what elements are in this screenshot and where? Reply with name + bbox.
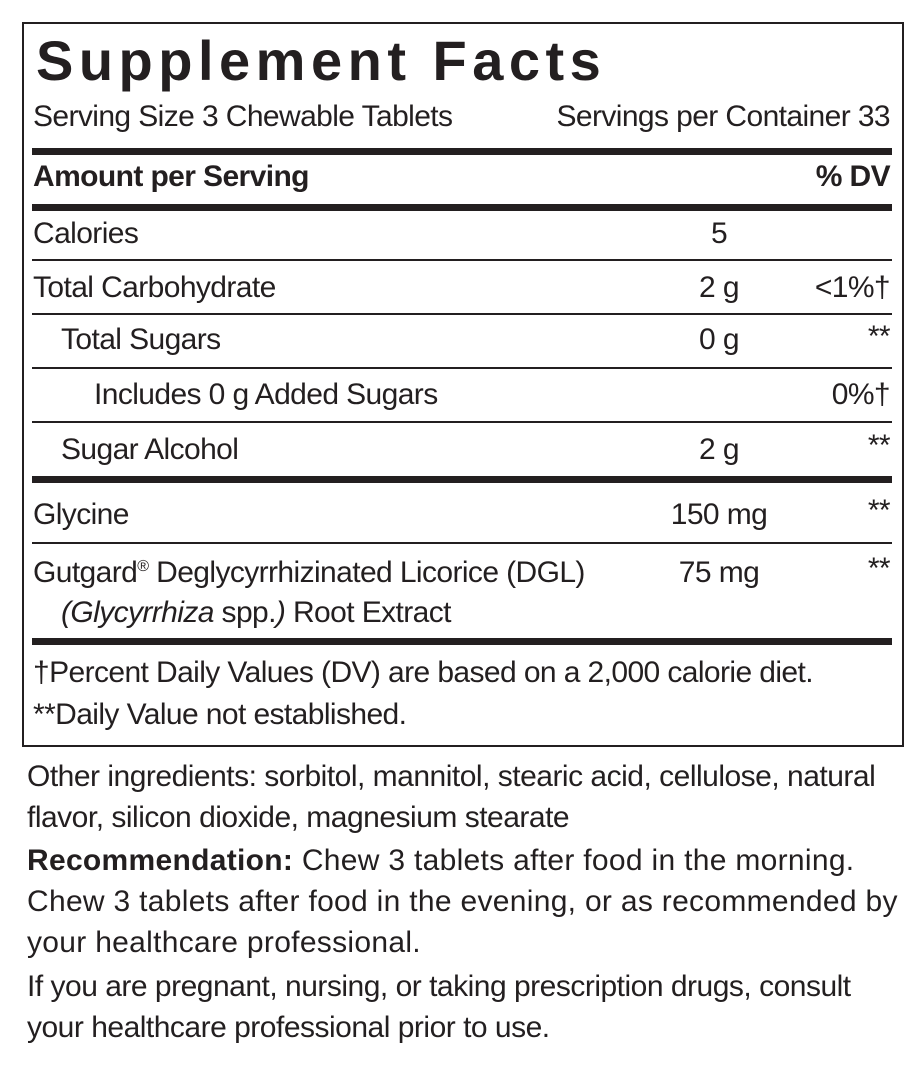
name: Gutgard — [33, 556, 138, 589]
recommendation-text: Chew 3 tablets after food in the morning… — [27, 844, 898, 959]
serving-size: Serving Size 3 Chewable Tablets — [33, 100, 453, 133]
source-part: (Glycyrrhiza — [61, 596, 214, 629]
row-dv: <1%† — [814, 271, 891, 304]
rule — [32, 313, 892, 315]
source-part: spp. — [213, 596, 277, 629]
row-name: Glycine — [33, 498, 129, 531]
servings-per-container: Servings per Container 33 — [556, 100, 890, 133]
source-part: Root Extract — [285, 596, 451, 629]
row-name: Total Sugars — [61, 323, 221, 356]
row-amount: 150 mg — [670, 498, 768, 531]
title: Supplement Facts — [36, 29, 607, 92]
source-part: ) — [275, 596, 286, 629]
registered-mark: ® — [137, 558, 149, 575]
row-dv: ** — [867, 552, 891, 585]
rule — [32, 542, 892, 544]
row-amount: 2 g — [699, 271, 740, 304]
rule — [32, 367, 892, 369]
facts-panel: Supplement Facts Serving Size 3 Chewable… — [22, 22, 904, 747]
footnote: **Daily Value not established. — [33, 698, 407, 731]
footnote: †Percent Daily Values (DV) are based on … — [33, 656, 814, 689]
row-amount: 2 g — [699, 433, 740, 466]
row-dv: ** — [867, 429, 891, 462]
warning: If you are pregnant, nursing, or taking … — [27, 970, 851, 1044]
row-amount: 0 g — [699, 323, 740, 356]
row-amount: 75 mg — [678, 556, 760, 589]
row-name: Gutgard® Deglycyrrhizinated Licorice (DG… — [33, 556, 585, 590]
name-rest: Deglycyrrhizinated Licorice (DGL) — [148, 556, 585, 589]
rule — [32, 421, 892, 423]
rule — [32, 204, 892, 211]
header-amount: Amount per Serving — [33, 160, 310, 193]
row-amount: 5 — [710, 217, 728, 250]
other-ingredients: Other ingredients: sorbitol, mannitol, s… — [27, 760, 876, 834]
rule — [32, 148, 892, 155]
row-source: (Glycyrrhiza spp.) Root Extract — [61, 596, 451, 630]
recommendation: Recommendation: Chew 3 tablets after foo… — [27, 840, 902, 963]
header-dv: % DV — [815, 160, 891, 193]
recommendation-label: Recommendation: — [27, 844, 294, 877]
row-name: Total Carbohydrate — [33, 271, 276, 304]
row-dv: ** — [867, 320, 891, 353]
row-dv: 0%† — [831, 378, 891, 411]
rule — [32, 259, 892, 261]
row-name: Sugar Alcohol — [61, 433, 239, 466]
row-name: Calories — [33, 217, 139, 250]
rule — [32, 638, 892, 645]
rule — [32, 476, 892, 483]
row-name: Includes 0 g Added Sugars — [94, 378, 438, 411]
row-dv: ** — [867, 494, 891, 527]
